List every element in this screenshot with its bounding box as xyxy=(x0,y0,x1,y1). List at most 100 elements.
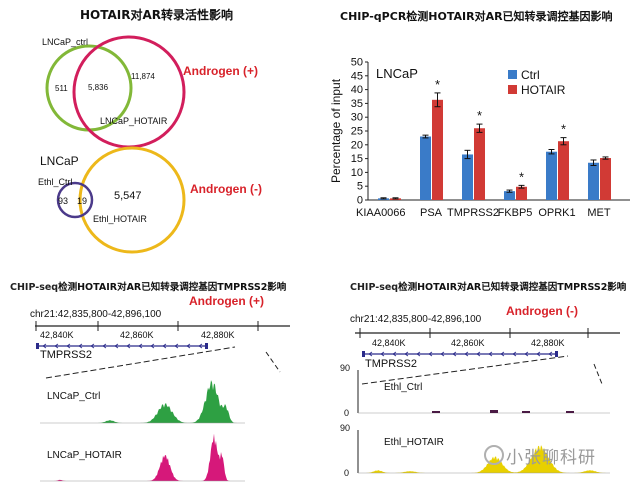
venn-bottom-only-hotair: 5,547 xyxy=(114,190,142,202)
venn-bottom-only-ctrl: 93 xyxy=(58,196,69,206)
bar-ctrl-psa xyxy=(420,136,431,200)
venn-bottom-condition: Androgen (-) xyxy=(190,182,262,196)
gene-strand-arrow xyxy=(488,351,493,357)
bar-category-label: PSA xyxy=(420,207,443,219)
track-left-title: CHIP-seq检测HOTAIR对AR已知转录调控基因TMPRSS2影响 xyxy=(10,279,286,293)
track-panel-right: CHIP-seq检测HOTAIR对AR已知转录调控基因TMPRSS2影响 And… xyxy=(320,260,640,489)
bar-hotair-met xyxy=(600,158,611,200)
track-right-signal-1 xyxy=(522,411,530,413)
bar-hotair-fkbp5 xyxy=(516,186,527,200)
venn-panel-title: HOTAIR对AR转录活性影响 xyxy=(80,8,234,22)
track-right-ymax-1: 90 xyxy=(340,363,351,373)
track-right-ymin-1: 0 xyxy=(344,408,350,418)
bar-y-tick-label: 10 xyxy=(351,167,363,179)
venn-bottom-label-ctrl: Ethl_Ctrl xyxy=(38,177,73,187)
track-left-signal-1 xyxy=(40,380,245,423)
track-right-track2-label: Ethl_HOTAIR xyxy=(384,437,444,448)
bar-ctrl-oprk1 xyxy=(546,151,557,200)
track-left-svg xyxy=(35,321,290,482)
bar-hotair-tmprss2 xyxy=(474,128,485,200)
track-left-title-prefix: CHIP-seq xyxy=(10,282,59,293)
gene-strand-arrow xyxy=(536,351,541,357)
venn-bottom-circle-ctrl xyxy=(56,181,94,219)
legend-swatch-ctrl xyxy=(508,70,517,79)
gene-strand-arrow xyxy=(452,351,457,357)
venn-bottom-label-hotair: Ethl_HOTAIR xyxy=(93,214,147,224)
gene-strand-arrow xyxy=(186,343,191,349)
bar-category-label: KIAA0066 xyxy=(356,207,406,219)
gene-strand-arrow xyxy=(380,351,385,357)
gene-strand-arrow xyxy=(138,343,143,349)
venn-panel: HOTAIR对AR转录活性影响 LNCaP_ctrl 511 5,836 11,… xyxy=(0,0,320,260)
bar-ctrl-tmprss2 xyxy=(462,154,473,200)
bar-ctrl-met xyxy=(588,162,599,200)
bar-category-label: MET xyxy=(587,207,611,219)
significance-star: * xyxy=(477,108,482,123)
track-left-condition: Androgen (+) xyxy=(189,294,264,308)
zoom-guide-line xyxy=(361,355,569,385)
significance-star: * xyxy=(561,122,566,137)
track-right-ymin-2: 0 xyxy=(344,468,350,478)
bar-y-tick-label: 30 xyxy=(351,112,363,124)
venn-top-label-ctrl: LNCaP_ctrl xyxy=(42,37,89,47)
gene-strand-arrow xyxy=(464,351,469,357)
track-left-gene: TMPRSS2 xyxy=(40,349,92,361)
gene-strand-arrow xyxy=(524,351,529,357)
gene-strand-arrow xyxy=(162,343,167,349)
significance-star: * xyxy=(519,169,524,184)
bar-hotair-psa xyxy=(432,99,443,200)
venn-bottom-circle-hotair xyxy=(78,146,186,254)
track-left-signal-2 xyxy=(40,433,245,481)
track-right-ymax-2: 90 xyxy=(340,423,351,433)
venn-top-circle-hotair xyxy=(72,35,186,149)
track-right-title-prefix: CHIP-seq xyxy=(350,282,399,293)
gene-strand-arrow xyxy=(500,351,505,357)
track-right-signal-2 xyxy=(360,445,610,473)
bar-hotair-oprk1 xyxy=(558,141,569,200)
zoom-guide-line xyxy=(593,363,603,385)
venn-top-condition: Androgen (+) xyxy=(183,64,258,78)
gene-exon xyxy=(362,351,365,357)
watermark-logo-icon xyxy=(484,445,504,465)
track-right-condition: Androgen (-) xyxy=(506,304,578,318)
track-left-tick-1: 42,840K xyxy=(40,330,74,340)
track-right-title: CHIP-seq检测HOTAIR对AR已知转录调控基因TMPRSS2影响 xyxy=(350,279,626,293)
legend-swatch-hotair xyxy=(508,85,517,94)
bar-chart-panel: CHIP-qPCR检测HOTAIR对AR已知转录调控基因影响 0 5 10 15 20 2… xyxy=(320,0,640,260)
venn-bottom-cell-line: LNCaP xyxy=(40,154,79,168)
track-right-signal-1 xyxy=(432,411,440,413)
gene-exon xyxy=(205,343,208,349)
gene-strand-arrow xyxy=(150,343,155,349)
gene-exon xyxy=(36,343,39,349)
bar-y-axis-label: Percentage of input xyxy=(329,78,343,183)
gene-strand-arrow xyxy=(102,343,107,349)
venn-svg xyxy=(45,35,186,254)
track-left-locus: chr21:42,835,800-42,896,100 xyxy=(30,309,162,320)
track-left-tick-2: 42,860K xyxy=(120,330,154,340)
track-right-tick-2: 42,860K xyxy=(451,338,485,348)
venn-top-label-hotair: LNCaP_HOTAIR xyxy=(100,116,168,126)
venn-top-overlap: 5,836 xyxy=(88,83,109,92)
track-right-signal-1 xyxy=(490,410,498,413)
track-right-locus: chr21:42,835,800-42,896,100 xyxy=(350,314,482,325)
gene-strand-arrow xyxy=(174,343,179,349)
bar-y-tick-label: 5 xyxy=(357,181,363,193)
track-left-track1-label: LNCaP_Ctrl xyxy=(47,391,101,402)
legend-label-ctrl: Ctrl xyxy=(521,68,540,82)
zoom-guide-line xyxy=(265,351,281,373)
track-right-track1-label: Ethl_Ctrl xyxy=(384,382,423,393)
bar-y-tick-label: 0 xyxy=(357,195,363,207)
gene-strand-arrow xyxy=(90,343,95,349)
track-right-tick-1: 42,840K xyxy=(372,338,406,348)
bar-y-tick-label: 50 xyxy=(351,57,363,69)
gene-strand-arrow xyxy=(404,351,409,357)
track-panel-left: CHIP-seq检测HOTAIR对AR已知转录调控基因TMPRSS2影响 And… xyxy=(0,260,320,489)
gene-strand-arrow xyxy=(66,343,71,349)
track-right-gene: TMPRSS2 xyxy=(365,358,417,370)
legend-label-hotair: HOTAIR xyxy=(521,83,566,97)
bar-y-tick-label: 20 xyxy=(351,139,363,151)
gene-strand-arrow xyxy=(440,351,445,357)
gene-strand-arrow xyxy=(548,351,553,357)
bar-y-tick-label: 35 xyxy=(351,98,363,110)
